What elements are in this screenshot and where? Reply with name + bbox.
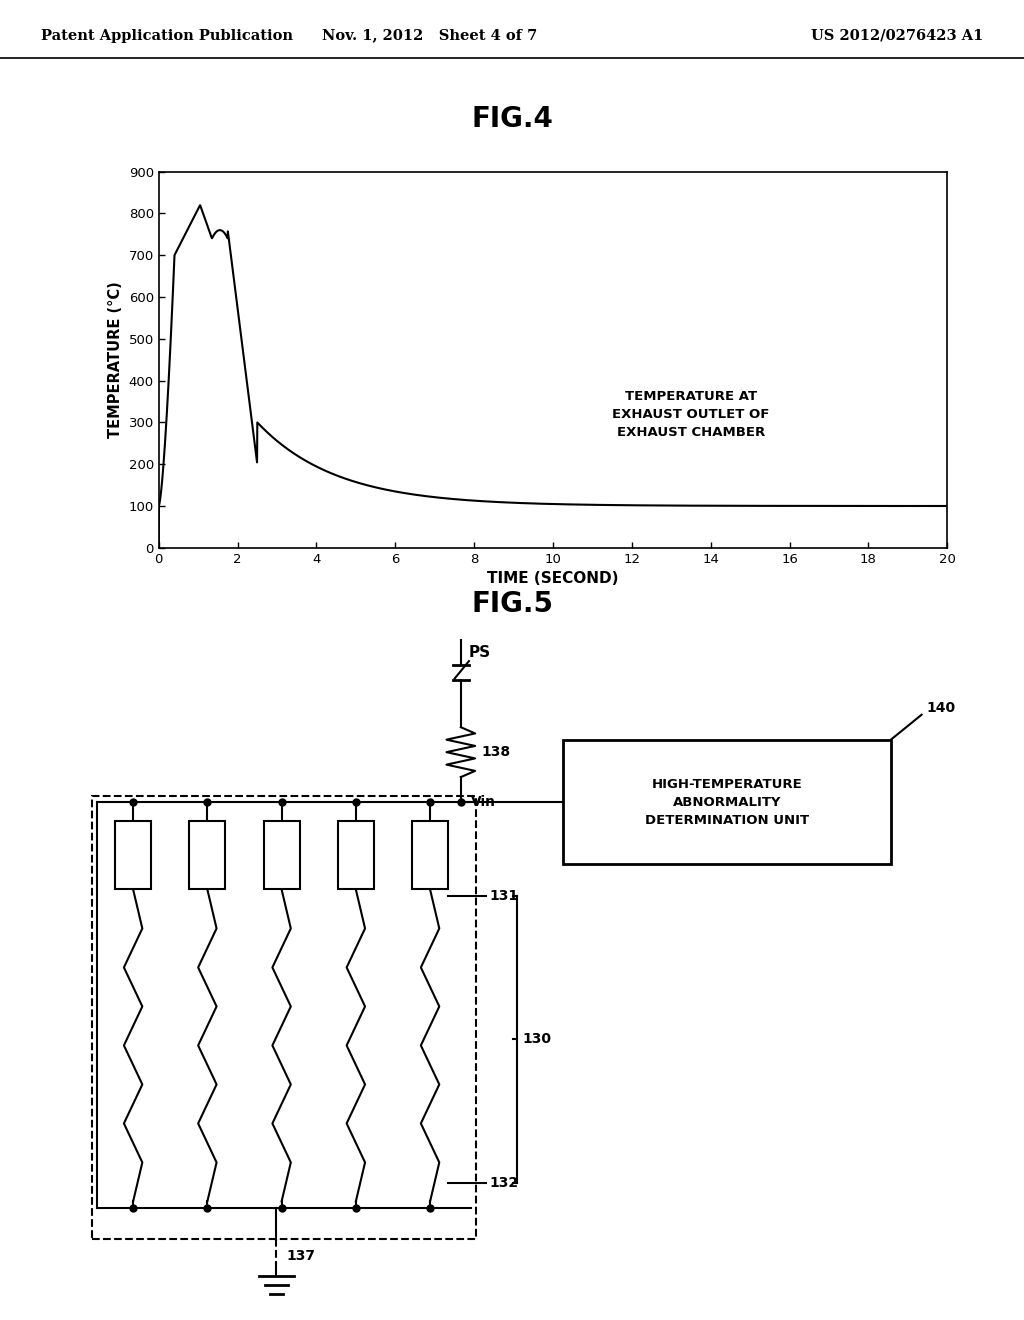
X-axis label: TIME (SECOND): TIME (SECOND) xyxy=(487,572,618,586)
Text: Nov. 1, 2012   Sheet 4 of 7: Nov. 1, 2012 Sheet 4 of 7 xyxy=(323,29,538,42)
Text: 131: 131 xyxy=(489,888,518,903)
Text: Vin: Vin xyxy=(471,795,496,809)
Text: FIG.4: FIG.4 xyxy=(471,104,553,133)
Y-axis label: TEMPERATURE (°C): TEMPERATURE (°C) xyxy=(109,281,123,438)
Text: 137: 137 xyxy=(287,1249,315,1263)
Text: FIG.5: FIG.5 xyxy=(471,590,553,618)
Text: 132: 132 xyxy=(489,1176,518,1189)
Text: HIGH-TEMPERATURE
ABNORMALITY
DETERMINATION UNIT: HIGH-TEMPERATURE ABNORMALITY DETERMINATI… xyxy=(645,777,809,826)
Text: Patent Application Publication: Patent Application Publication xyxy=(41,29,293,42)
Bar xyxy=(115,821,152,890)
Bar xyxy=(563,739,891,865)
Bar xyxy=(189,821,225,890)
Text: PS: PS xyxy=(469,645,492,660)
Bar xyxy=(338,821,374,890)
Bar xyxy=(412,821,449,890)
Text: US 2012/0276423 A1: US 2012/0276423 A1 xyxy=(811,29,983,42)
Bar xyxy=(92,796,476,1239)
Text: TEMPERATURE AT
EXHAUST OUTLET OF
EXHAUST CHAMBER: TEMPERATURE AT EXHAUST OUTLET OF EXHAUST… xyxy=(612,389,770,438)
Text: 130: 130 xyxy=(522,1032,551,1047)
Bar xyxy=(264,821,299,890)
Text: 138: 138 xyxy=(481,746,510,759)
Text: 140: 140 xyxy=(927,701,955,715)
